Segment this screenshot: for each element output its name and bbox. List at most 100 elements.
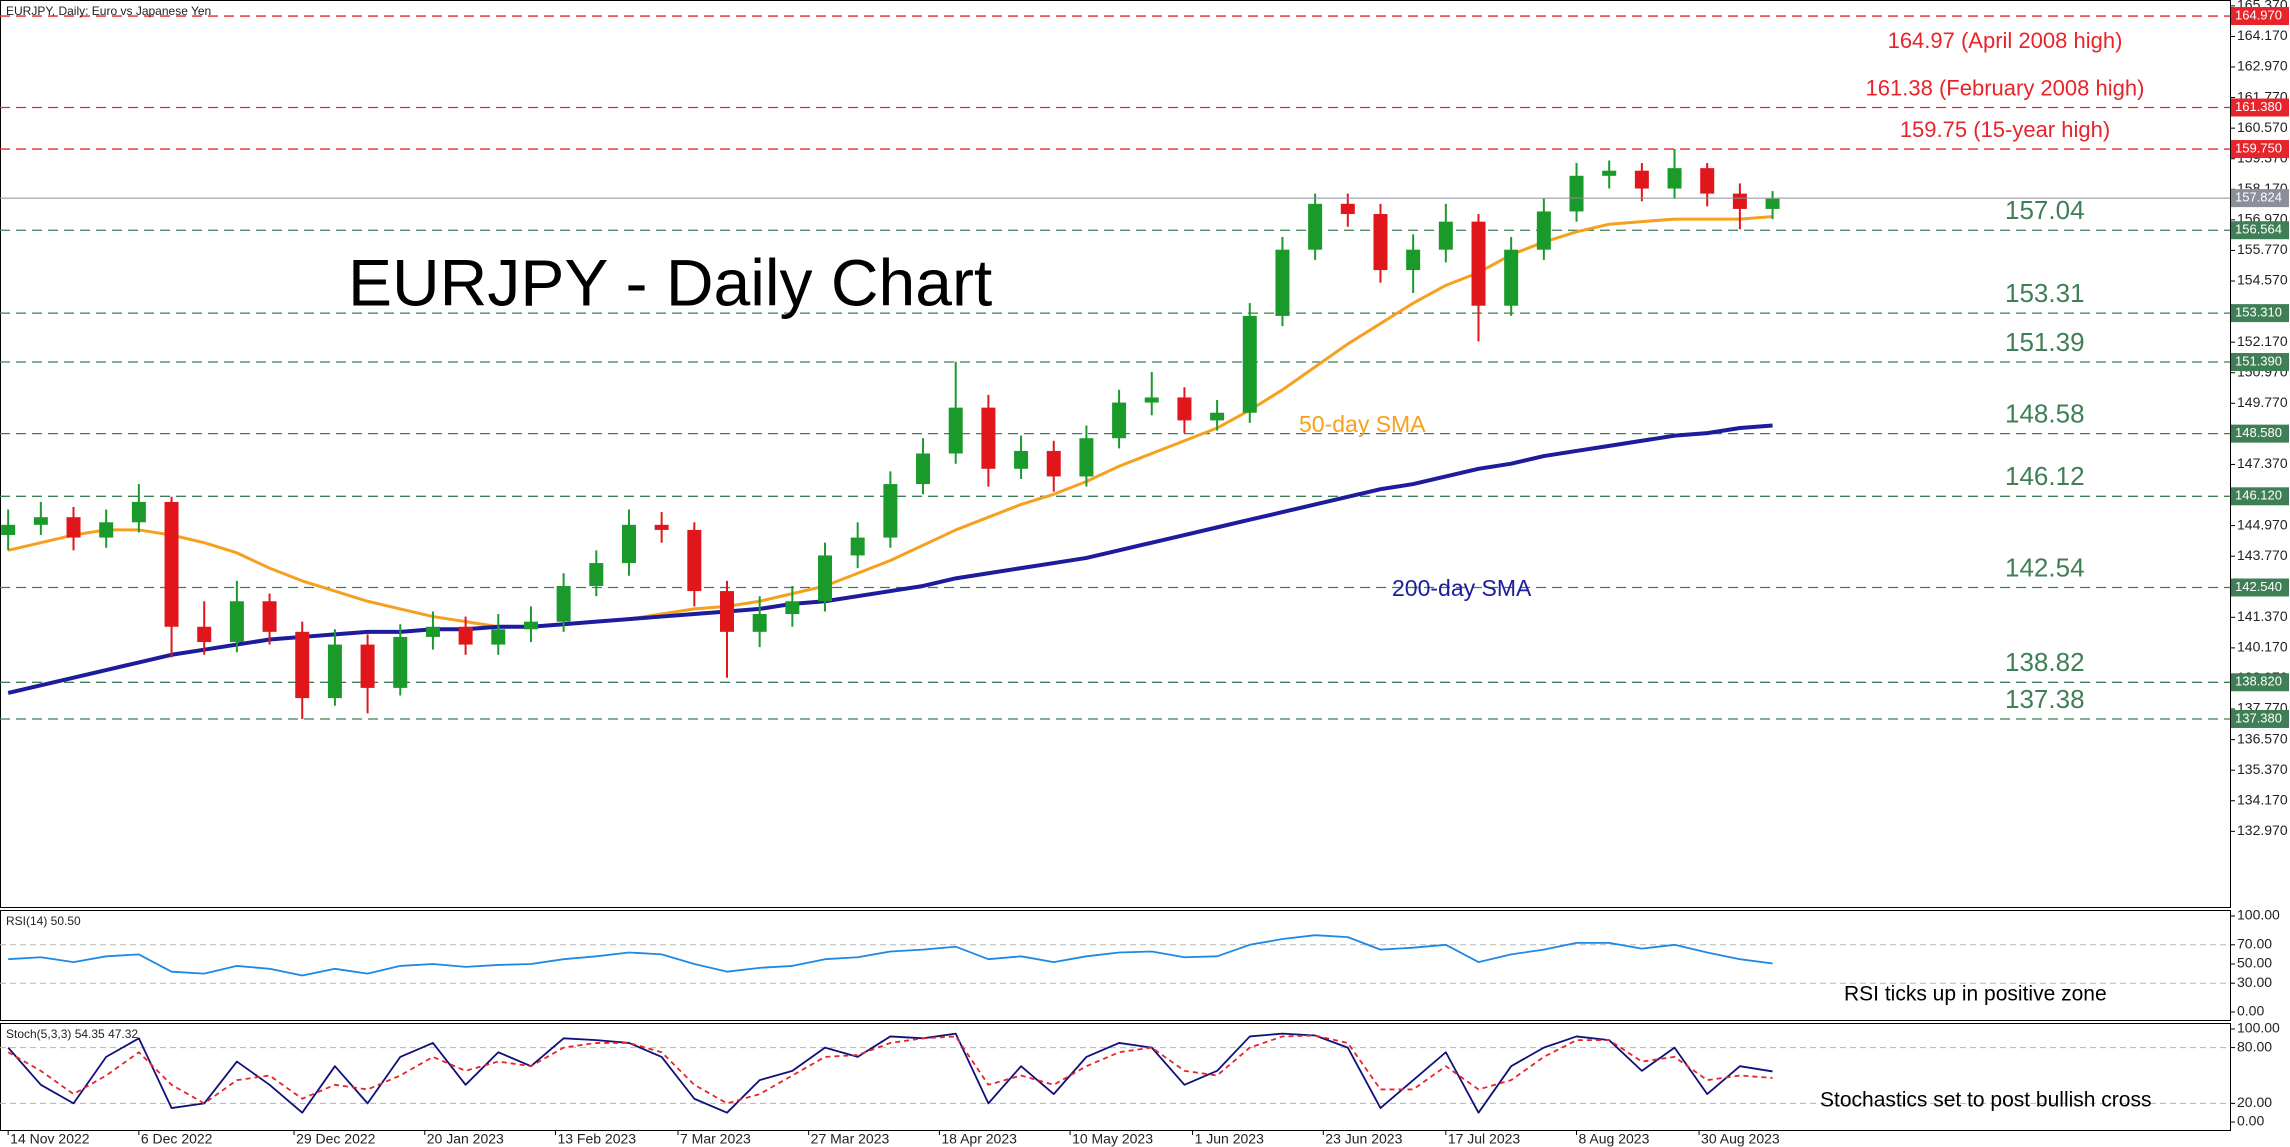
y-tick-label: 140.170 (2237, 639, 2288, 655)
level-box (2231, 353, 2289, 372)
level-box (2231, 487, 2289, 506)
level-box-label: 161.380 (2235, 99, 2282, 114)
candle-body (1765, 198, 1780, 209)
y-tick-label: 0.00 (2237, 1003, 2264, 1019)
y-tick-label: 143.770 (2237, 547, 2288, 563)
y-tick-label: 152.170 (2237, 333, 2288, 349)
candle-body (523, 621, 538, 630)
candle-body (33, 517, 48, 525)
chart-title: EURJPY - Daily Chart (348, 245, 992, 319)
y-tick-label: 100.00 (2237, 907, 2280, 923)
x-tick-label: 14 Nov 2022 (10, 1131, 90, 1147)
level-text: 146.12 (2005, 461, 2085, 491)
candle-body (491, 629, 506, 645)
x-tick-label: 20 Jan 2023 (427, 1131, 504, 1147)
candle-body (556, 585, 571, 622)
y-tick-label: 135.370 (2237, 761, 2288, 777)
x-tick-label: 18 Apr 2023 (941, 1131, 1017, 1147)
series-line (7, 1034, 1773, 1105)
last-price-label: 157.824 (2235, 190, 2282, 205)
candle-body (1536, 211, 1551, 250)
panel-frame (0, 0, 2231, 908)
level-box (2231, 304, 2289, 323)
candle-body (360, 644, 375, 688)
panel-annotation: Stochastics set to post bullish cross (1820, 1089, 2151, 1112)
series-line (7, 1032, 1773, 1114)
level-text: 137.38 (2005, 684, 2085, 714)
candle-body (654, 524, 669, 530)
level-box (2231, 424, 2289, 443)
y-tick-label: 0.00 (2237, 1113, 2264, 1129)
candle-body (99, 522, 114, 538)
candle-body (1046, 450, 1061, 477)
candle-body (1275, 249, 1290, 316)
candle-body (785, 601, 800, 615)
candle-body (818, 555, 833, 602)
level-text: 161.38 (February 2008 high) (1866, 75, 2145, 100)
level-text: 142.54 (2005, 552, 2085, 582)
candle-body (1602, 170, 1617, 176)
candle-body (1732, 193, 1747, 209)
panel-annotation: RSI ticks up in positive zone (1844, 983, 2107, 1006)
candle-body (1406, 249, 1421, 271)
candle-body (197, 626, 212, 643)
candle-body (621, 524, 636, 564)
level-box-label: 137.380 (2235, 710, 2282, 725)
level-box (2231, 221, 2289, 240)
level-box (2231, 578, 2289, 597)
panel-header: RSI(14) 50.50 (6, 914, 81, 928)
y-tick-label: 164.170 (2237, 27, 2288, 43)
candle-body (1014, 450, 1029, 469)
level-box (2231, 98, 2289, 117)
level-box-label: 156.564 (2235, 222, 2282, 237)
candle-body (687, 529, 702, 592)
candle-body (458, 626, 473, 645)
candle-body (1210, 412, 1225, 421)
candle-body (589, 563, 604, 586)
candle-body (1340, 203, 1355, 215)
candle-body (1504, 249, 1519, 306)
level-box-label: 159.750 (2235, 140, 2282, 155)
candle-body (1112, 402, 1127, 439)
y-tick-label: 80.00 (2237, 1038, 2272, 1054)
series-label: 50-day SMA (1299, 411, 1426, 437)
y-tick-label: 136.570 (2237, 730, 2288, 746)
y-tick-label: 149.770 (2237, 394, 2288, 410)
candle-body (1242, 315, 1257, 413)
candle-body (295, 631, 310, 699)
level-box (2231, 673, 2289, 692)
x-tick-label: 27 Mar 2023 (811, 1131, 890, 1147)
candle-body (327, 644, 342, 699)
y-tick-label: 132.970 (2237, 822, 2288, 838)
panel-frame (0, 1023, 2231, 1131)
level-box (2231, 140, 2289, 159)
level-text: 148.58 (2005, 399, 2085, 429)
candle-body (719, 591, 734, 632)
level-box (2231, 709, 2289, 728)
candle-body (262, 601, 277, 632)
candle-body (1471, 221, 1486, 306)
level-box-label: 138.820 (2235, 674, 2282, 689)
candle-body (850, 537, 865, 556)
level-box-label: 153.310 (2235, 305, 2282, 320)
x-tick-label: 1 Jun 2023 (1195, 1131, 1264, 1147)
level-box-label: 151.390 (2235, 353, 2282, 368)
candle-body (1634, 170, 1649, 189)
y-tick-label: 50.00 (2237, 955, 2272, 971)
panel-header: EURJPY, Daily: Euro vs Japanese Yen (6, 4, 211, 18)
x-tick-label: 10 May 2023 (1072, 1131, 1153, 1147)
y-tick-label: 147.370 (2237, 455, 2288, 471)
level-text: 164.97 (April 2008 high) (1888, 28, 2123, 53)
x-tick-label: 17 Jul 2023 (1448, 1131, 1521, 1147)
y-tick-label: 134.170 (2237, 791, 2288, 807)
candle-body (1, 524, 16, 536)
x-tick-label: 29 Dec 2022 (296, 1131, 376, 1147)
y-tick-label: 20.00 (2237, 1094, 2272, 1110)
x-tick-label: 23 Jun 2023 (1325, 1131, 1402, 1147)
series-label: 200-day SMA (1392, 575, 1532, 601)
x-tick-label: 6 Dec 2022 (141, 1131, 213, 1147)
panel-header: Stoch(5,3,3) 54.35 47.32 (6, 1027, 138, 1041)
